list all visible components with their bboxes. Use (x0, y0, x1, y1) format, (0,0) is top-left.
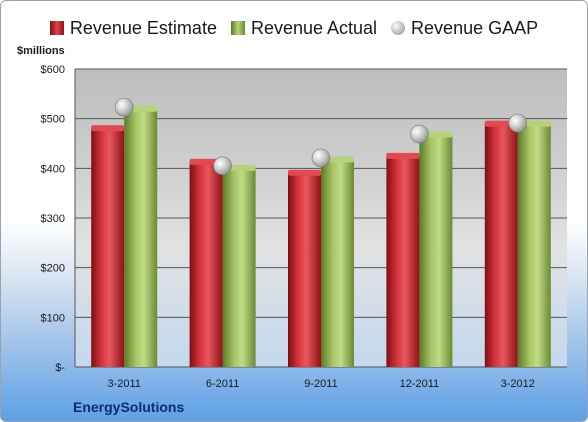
y-tick-label: $500 (41, 114, 65, 126)
y-tick-label: $400 (41, 163, 65, 175)
y-tick-label: $- (55, 362, 65, 374)
bar-cap-revenue-estimate (91, 125, 125, 132)
bar-revenue-actual (419, 134, 453, 367)
marker-revenue-gaap (114, 97, 134, 117)
marker-revenue-gaap (508, 113, 528, 133)
marker-revenue-gaap (410, 124, 429, 144)
y-tick-label: $100 (41, 312, 65, 324)
legend-item-gaap: Revenue GAAP (391, 18, 538, 39)
bar-revenue-actual (222, 167, 256, 367)
legend-label-gaap: Revenue GAAP (411, 17, 539, 38)
bar-revenue-estimate (91, 128, 125, 367)
axes: $- $100 $200 $300 $400 $500 $600 3-2011 6-2011 9-… (41, 64, 535, 390)
legend-swatch-gaap (391, 21, 406, 35)
marker-revenue-gaap (311, 148, 331, 168)
bar-revenue-actual (321, 159, 354, 367)
bar-revenue-estimate (386, 155, 420, 367)
legend-item-actual: Revenue Actual (230, 17, 378, 39)
bar-revenue-actual (517, 123, 551, 367)
legend: Revenue Estimate Revenue Actual Revenue … (1, 15, 587, 41)
bar-revenue-estimate (484, 123, 518, 367)
legend-swatch-estimate (49, 21, 64, 35)
legend-item-estimate: Revenue Estimate (49, 17, 217, 39)
bars (91, 105, 551, 367)
bar-cap-revenue-estimate (386, 152, 420, 159)
y-tick-label: $600 (41, 64, 65, 76)
marker-revenue-gaap (213, 156, 232, 176)
x-tick-label: 9-2011 (304, 378, 337, 390)
y-axis-unit-label: $millions (17, 45, 65, 57)
x-tick-label: 6-2011 (206, 378, 239, 390)
bar-cap-revenue-estimate (288, 169, 321, 176)
legend-label-estimate: Revenue Estimate (69, 17, 217, 38)
legend-swatch-actual (230, 21, 245, 35)
gaap-markers (114, 97, 528, 176)
x-tick-label: 3-2012 (501, 378, 535, 390)
legend-label-actual: Revenue Actual (250, 17, 378, 38)
company-name: EnergySolutions (73, 399, 185, 415)
y-tick-label: $300 (41, 213, 65, 225)
y-tick-label: $200 (41, 263, 65, 275)
x-tick-label: 3-2011 (107, 378, 140, 390)
x-tick-label: 12-2011 (400, 378, 440, 390)
bar-revenue-estimate (189, 161, 223, 367)
bar-revenue-estimate (288, 172, 321, 367)
bar-revenue-actual (124, 108, 158, 367)
